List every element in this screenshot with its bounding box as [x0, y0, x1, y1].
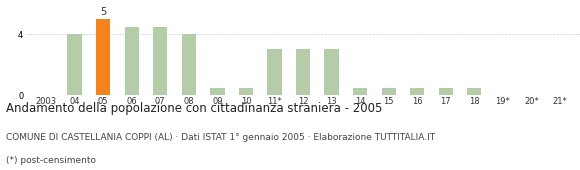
Text: 5: 5 [100, 7, 106, 17]
Bar [410, 88, 425, 95]
Text: (*) post-censimento: (*) post-censimento [6, 156, 96, 165]
Bar [239, 88, 253, 95]
Bar [296, 49, 310, 95]
Bar [67, 34, 82, 95]
Text: Andamento della popolazione con cittadinanza straniera - 2005: Andamento della popolazione con cittadin… [6, 102, 382, 115]
Text: COMUNE DI CASTELLANIA COPPI (AL) · Dati ISTAT 1° gennaio 2005 · Elaborazione TUT: COMUNE DI CASTELLANIA COPPI (AL) · Dati … [6, 133, 435, 142]
Bar [267, 49, 282, 95]
Bar [438, 88, 453, 95]
Bar [153, 27, 168, 95]
Bar [467, 88, 481, 95]
Bar [353, 88, 367, 95]
Bar [96, 19, 110, 95]
Bar [211, 88, 224, 95]
Bar [125, 27, 139, 95]
Bar [324, 49, 339, 95]
Bar [382, 88, 396, 95]
Bar [182, 34, 196, 95]
